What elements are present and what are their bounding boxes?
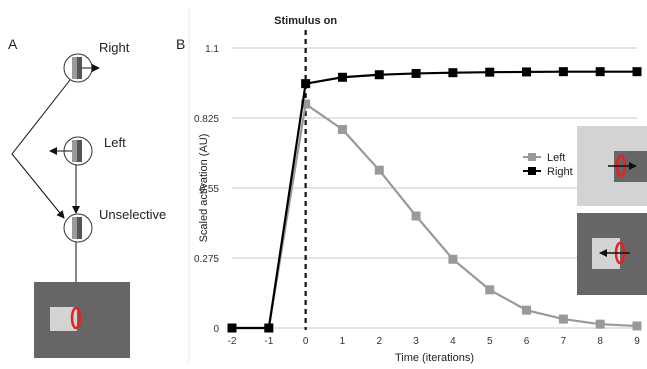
neuron-right: Right <box>63 40 130 83</box>
series-right-point <box>632 67 642 77</box>
neuron-unselective: Unselective <box>63 207 166 243</box>
series-left-point <box>595 319 605 329</box>
activation-chart: 0 0.275 0.55 0.825 1.1 -2 -1 0 1 2 3 4 5 6 7 8 9 Stimul… <box>194 15 642 364</box>
x-tick-label: 5 <box>487 336 493 347</box>
series-right-point <box>227 323 237 333</box>
legend: Left Right <box>523 152 573 178</box>
y-tick-label: 0.55 <box>200 184 220 195</box>
series-left-point <box>411 211 421 221</box>
neuron-left-dark-bar <box>77 140 82 162</box>
y-tick-label: 0 <box>213 324 219 335</box>
legend-right-marker <box>528 167 536 175</box>
series-left-point <box>558 314 568 324</box>
series-right-point <box>448 68 458 78</box>
series-layer <box>227 67 642 333</box>
stimulus-background <box>34 282 130 358</box>
neuron-left: Left <box>49 135 126 166</box>
legend-right-label: Right <box>547 166 573 178</box>
neuron-left-label: Left <box>104 135 126 150</box>
series-right-point <box>301 79 311 89</box>
series-right-point <box>558 67 568 77</box>
series-left-point <box>337 124 347 134</box>
series-left-point <box>448 254 458 264</box>
right-to-unselective-connection <box>11 79 71 219</box>
series-right-point <box>337 72 347 82</box>
panel-a-letter: A <box>8 36 18 52</box>
panel-b: B 0 0.275 0.55 0.825 1.1 -2 -1 0 1 2 3 4 5 6 7 8 9 Stim… <box>176 15 647 364</box>
neuron-right-light-bar <box>72 57 77 79</box>
neuron-unselective-light-bar <box>72 217 77 239</box>
legend-left-marker <box>528 153 536 161</box>
y-axis-label: Scaled activation (AU) <box>198 134 210 243</box>
x-tick-label: 3 <box>413 336 419 347</box>
series-right-point <box>264 323 274 333</box>
series-left-point <box>374 165 384 175</box>
legend-item-left: Left <box>523 152 565 164</box>
inset-stimulus-right <box>577 126 647 206</box>
stimulus-image-a <box>34 282 130 358</box>
legend-left-label: Left <box>547 152 565 164</box>
neuron-right-label: Right <box>99 40 130 55</box>
x-tick-label: 0 <box>303 336 309 347</box>
x-tick-label: 8 <box>597 336 603 347</box>
x-tick-label: -2 <box>228 336 237 347</box>
x-tick-label: 9 <box>634 336 640 347</box>
series-left-line <box>232 102 638 330</box>
series-right-line <box>232 70 637 330</box>
series-left-point <box>522 305 532 315</box>
legend-item-right: Right <box>523 166 573 178</box>
x-tick-labels: -2 -1 0 1 2 3 4 5 6 7 8 9 <box>228 336 641 347</box>
series-left-point <box>485 285 495 295</box>
receptive-field-icon <box>70 306 82 330</box>
series-right-point <box>522 67 532 77</box>
series-right-point <box>595 67 605 77</box>
panel-a: A Right Left Unselective <box>8 36 166 358</box>
inset-stimulus-left <box>577 213 647 295</box>
series-right-point <box>374 70 384 80</box>
y-tick-labels: 0 0.275 0.55 0.825 1.1 <box>194 44 219 335</box>
series-left-point <box>301 99 311 109</box>
neuron-unselective-dark-bar <box>77 217 82 239</box>
neuron-left-light-bar <box>72 140 77 162</box>
x-tick-label: -1 <box>264 336 273 347</box>
y-tick-label: 1.1 <box>205 44 219 55</box>
x-tick-label: 6 <box>524 336 530 347</box>
series-right-point <box>485 67 495 77</box>
x-axis-label: Time (iterations) <box>395 352 474 364</box>
neuron-right-dark-bar <box>77 57 82 79</box>
x-tick-label: 1 <box>340 336 346 347</box>
x-tick-label: 7 <box>561 336 567 347</box>
y-tick-label: 0.275 <box>194 254 219 265</box>
stimulus-on-label: Stimulus on <box>274 15 337 27</box>
series-left-point <box>632 321 642 331</box>
series-right <box>227 67 642 333</box>
panel-b-letter: B <box>176 36 185 52</box>
x-tick-label: 4 <box>450 336 456 347</box>
x-tick-label: 2 <box>376 336 382 347</box>
neuron-unselective-label: Unselective <box>99 207 166 222</box>
y-tick-label: 0.825 <box>194 114 219 125</box>
series-right-point <box>411 68 421 78</box>
